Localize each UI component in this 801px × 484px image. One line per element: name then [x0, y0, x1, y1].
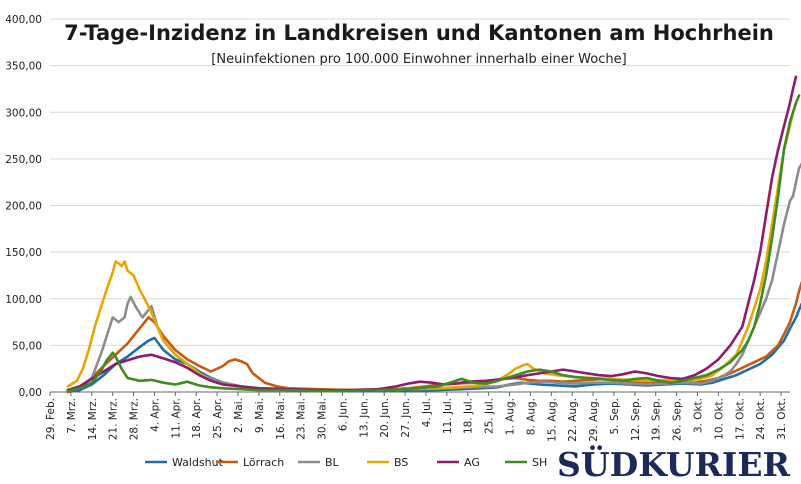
y-tick-label: 100,00 [5, 294, 42, 306]
x-tick-label: 22. Aug. [567, 398, 579, 442]
x-tick-label: 30. Mai. [317, 398, 329, 440]
x-tick-label: 25. Jul. [484, 398, 496, 434]
y-tick-label: 300,00 [5, 107, 42, 119]
y-axis-ticks: 0,00 50,00 100,00 150,00 200,00 250,00 300,00 3… [5, 14, 42, 399]
legend-label: AG [464, 456, 480, 469]
legend: Waldshut Lörrach BL BS AG SH [145, 456, 547, 469]
x-tick-label: 7. Mrz. [66, 398, 78, 434]
legend-label: SH [532, 456, 547, 469]
x-tick-label: 4. Apr. [149, 398, 161, 432]
x-tick-label: 8. Aug. [525, 398, 537, 435]
x-tick-label: 27. Jun. [400, 398, 412, 438]
x-tick-label: 5. Sep. [609, 398, 621, 434]
brand-logo: SÜDKURIER [557, 444, 791, 484]
series-line-sh [66, 94, 801, 393]
x-tick-label: 16. Mai. [275, 398, 287, 440]
x-tick-label: 17. Okt. [734, 398, 746, 440]
y-tick-label: 200,00 [5, 201, 42, 213]
x-tick-label: 31. Okt. [776, 398, 788, 440]
x-tick-label: 14. Mrz. [87, 398, 99, 440]
x-tick-label: 6. Jun. [337, 398, 349, 431]
x-tick-label: 3. Okt. [693, 398, 705, 433]
y-tick-label: 250,00 [5, 154, 42, 166]
x-tick-label: 20. Jun. [379, 398, 391, 438]
x-tick-label: 1. Aug. [505, 398, 517, 435]
x-tick-label: 26. Sep. [672, 398, 684, 441]
legend-label: BS [394, 456, 408, 469]
x-tick-label: 13. Jun. [358, 398, 370, 438]
series-line-ag [66, 75, 798, 392]
x-tick-label: 24. Okt. [755, 398, 767, 440]
legend-label: Waldshut [172, 456, 224, 469]
series-line-waldshut [66, 302, 801, 394]
y-tick-label: 50,00 [12, 340, 42, 352]
legend-label: Lörrach [243, 456, 284, 469]
grid-lines [50, 18, 790, 393]
x-tick-label: 18. Jul. [463, 398, 475, 434]
series-line-bs [66, 101, 798, 392]
x-tick-label: 11. Jul. [442, 398, 454, 434]
chart-title: 7-Tage-Inzidenz in Landkreisen und Kanto… [64, 21, 774, 45]
series-lines [66, 75, 801, 394]
x-tick-label: 9. Mai. [254, 398, 266, 433]
x-tick-label: 4. Jul. [421, 398, 433, 427]
x-axis-ticks: 29. Feb. 7. Mrz. 14. Mrz. 21. Mrz. 28. Mrz. 4… [45, 392, 788, 442]
x-tick-label: 21. Mrz. [108, 398, 120, 440]
x-tick-label: 29. Feb. [45, 398, 57, 440]
y-tick-label: 400,00 [5, 14, 42, 26]
x-tick-label: 11. Apr. [170, 398, 182, 439]
y-tick-label: 350,00 [5, 61, 42, 73]
y-tick-label: 0,00 [19, 387, 42, 399]
legend-label: BL [325, 456, 340, 469]
x-tick-label: 18. Apr. [191, 398, 203, 439]
x-tick-label: 15. Aug. [546, 398, 558, 442]
y-tick-label: 150,00 [5, 247, 42, 259]
x-tick-label: 10. Okt. [713, 398, 725, 440]
x-tick-label: 28. Mrz. [129, 398, 141, 440]
x-tick-label: 12. Sep. [630, 398, 642, 441]
x-tick-label: 23. Mai. [296, 398, 308, 440]
x-tick-label: 2. Mai. [233, 398, 245, 433]
x-tick-label: 19. Sep. [651, 398, 663, 441]
chart-subtitle: [Neuinfektionen pro 100.000 Einwohner in… [211, 52, 626, 67]
x-tick-label: 25. Apr. [212, 398, 224, 439]
x-tick-label: 29. Aug. [588, 398, 600, 442]
